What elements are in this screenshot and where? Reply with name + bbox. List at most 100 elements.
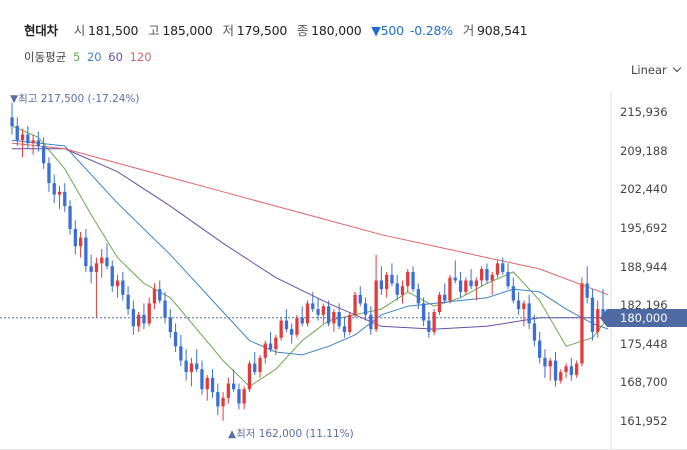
candle xyxy=(474,277,478,301)
candle-body xyxy=(121,280,125,295)
candle-body xyxy=(564,366,568,372)
y-tick-label: 175,448 xyxy=(620,336,668,351)
candle-body xyxy=(469,280,473,287)
candle xyxy=(284,309,289,333)
candle-body xyxy=(327,306,331,324)
candle-body xyxy=(559,372,563,381)
candle-body xyxy=(168,317,172,332)
candle xyxy=(406,269,410,292)
candle xyxy=(432,309,436,335)
candle-body xyxy=(374,280,378,330)
min-price-marker: ▲최저 162,000 (11.11%) xyxy=(228,428,354,440)
candle-body xyxy=(73,229,77,247)
candle-body xyxy=(363,303,368,315)
candle xyxy=(422,297,426,327)
candle-body xyxy=(15,125,19,141)
candle-body xyxy=(79,237,83,247)
candle-body xyxy=(495,263,500,275)
y-tick-label: 188,944 xyxy=(620,259,668,274)
moving-average-legend: 이동평균 5 20 60 120 xyxy=(24,49,155,65)
candle xyxy=(173,323,178,353)
candle-body xyxy=(137,314,141,327)
candle-body xyxy=(316,309,320,315)
candle-body xyxy=(569,366,573,375)
candle xyxy=(337,303,341,330)
candle-body xyxy=(10,117,14,126)
candle xyxy=(522,300,526,327)
candle xyxy=(158,280,162,304)
candle-body xyxy=(585,283,589,298)
ma-legend-20[interactable]: 20 xyxy=(86,50,102,64)
candle-body xyxy=(416,289,420,304)
candle xyxy=(15,117,19,146)
candle xyxy=(84,228,88,272)
candle xyxy=(400,280,405,304)
candle-body xyxy=(437,294,442,312)
candle xyxy=(205,374,209,401)
candle xyxy=(543,349,547,378)
candle-body xyxy=(348,314,352,332)
candle-body xyxy=(158,289,162,301)
scale-toggle-label: Linear xyxy=(631,63,667,77)
price-change-pct: -0.28% xyxy=(409,23,453,38)
y-tick-label: 195,692 xyxy=(620,220,668,235)
candle-body xyxy=(358,294,362,304)
candle-body xyxy=(480,269,484,281)
candle xyxy=(348,311,352,335)
candle-body xyxy=(284,320,289,330)
y-tick-label: 215,936 xyxy=(620,105,668,119)
candle xyxy=(448,274,452,304)
candle-body xyxy=(353,294,357,315)
candle xyxy=(358,286,362,307)
candle xyxy=(263,340,267,364)
candle xyxy=(105,243,109,270)
candle xyxy=(411,266,415,292)
candle xyxy=(79,231,83,258)
candle-body xyxy=(553,360,558,381)
candle xyxy=(480,266,484,287)
y-tick-label: 202,440 xyxy=(620,182,668,197)
candle-body xyxy=(516,300,521,310)
candle-body xyxy=(580,283,584,364)
candle xyxy=(342,317,347,338)
candle-body xyxy=(311,303,315,310)
candle xyxy=(353,291,357,318)
candle xyxy=(506,263,510,290)
candle-body xyxy=(263,343,267,358)
candle xyxy=(226,377,230,404)
ma-legend-120[interactable]: 120 xyxy=(129,50,152,64)
candle xyxy=(453,260,457,284)
candle-body xyxy=(506,271,510,287)
ma-legend-5[interactable]: 5 xyxy=(72,50,81,64)
ma-5-line xyxy=(11,125,609,388)
candle xyxy=(115,274,120,298)
candle xyxy=(564,363,568,378)
candle-body xyxy=(52,183,56,195)
candle-body xyxy=(511,286,515,301)
candle xyxy=(68,200,72,235)
candle xyxy=(63,183,67,212)
ma-legend-60[interactable]: 60 xyxy=(108,50,123,64)
candle-body xyxy=(390,274,394,284)
candle-body xyxy=(485,269,489,281)
scale-toggle-dropdown[interactable]: Linear xyxy=(631,63,681,77)
candle xyxy=(147,297,151,327)
candle xyxy=(152,283,157,310)
candle xyxy=(253,352,257,375)
candle-body xyxy=(395,283,399,295)
candle-body xyxy=(173,332,178,347)
candle-body xyxy=(443,294,447,301)
candle xyxy=(247,360,252,393)
candle-body xyxy=(152,289,157,304)
volume-label: 거 xyxy=(462,23,475,38)
volume-value: 908,541 xyxy=(477,23,528,38)
candle xyxy=(369,306,373,335)
candle-body xyxy=(295,317,299,335)
current-price-badge: 180,000 xyxy=(600,309,687,327)
candle xyxy=(232,369,236,393)
candle xyxy=(553,352,558,387)
candle-body xyxy=(532,323,537,341)
candle-body xyxy=(406,271,410,287)
candle xyxy=(516,291,521,315)
